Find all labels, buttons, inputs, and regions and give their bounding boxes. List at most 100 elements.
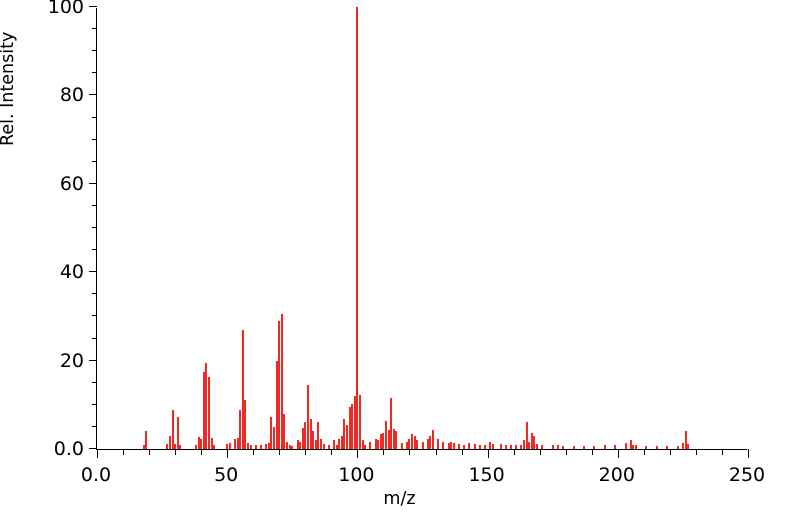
x-tick-minor <box>305 449 307 455</box>
y-tick-minor <box>92 403 97 405</box>
spectrum-peak <box>194 444 197 449</box>
y-tick-minor <box>92 381 97 383</box>
x-tick-minor <box>565 449 567 455</box>
spectrum-peak <box>207 377 210 449</box>
spectrum-peak <box>520 444 523 449</box>
spectrum-peak <box>374 438 377 449</box>
spectrum-peak <box>322 443 325 449</box>
spectrum-peak <box>202 371 205 449</box>
spectrum-peak <box>296 440 299 449</box>
x-tick-minor <box>513 449 515 455</box>
x-tick-minor <box>253 449 255 455</box>
spectrum-peak <box>267 442 270 449</box>
x-tick-minor <box>201 449 203 455</box>
spectrum-peak <box>624 442 627 449</box>
spectrum-peak <box>359 395 361 449</box>
spectrum-peak <box>450 441 453 449</box>
spectrum-peak <box>676 445 679 449</box>
spectrum-peak <box>411 434 414 449</box>
spectrum-peak <box>244 400 247 449</box>
y-tick-minor <box>92 204 97 206</box>
spectrum-spikes <box>97 7 747 449</box>
spectrum-peak <box>309 418 312 449</box>
spectrum-peak <box>174 444 177 449</box>
spectrum-peak <box>340 435 343 449</box>
spectrum-peak <box>684 431 687 449</box>
spectrum-peak <box>395 431 398 449</box>
x-tick-minor <box>695 449 697 455</box>
spectrum-peak <box>361 440 364 449</box>
spectrum-peak <box>210 437 213 449</box>
y-tick-major <box>89 271 97 273</box>
spectrum-peak <box>468 442 471 449</box>
y-tick-minor <box>92 72 97 74</box>
x-tick-minor <box>175 449 177 455</box>
y-tick-minor <box>92 315 97 317</box>
spectrum-peak <box>356 7 359 449</box>
spectrum-peak <box>278 320 281 449</box>
spectrum-peak <box>280 314 283 449</box>
y-axis-title: Rel. Intensity <box>0 31 18 146</box>
x-tick-major <box>227 449 229 458</box>
spectrum-peak <box>283 413 286 449</box>
spectrum-peak <box>312 431 315 449</box>
spectrum-peak <box>335 444 338 449</box>
spectrum-peak <box>525 421 528 449</box>
spectrum-peak <box>533 435 536 449</box>
spectrum-peak <box>499 444 502 449</box>
spectrum-peak <box>541 445 544 449</box>
spectrum-peak <box>655 446 658 449</box>
spectrum-peak <box>377 440 380 449</box>
spectrum-peak <box>275 361 278 449</box>
x-tick-minor <box>123 449 125 455</box>
spectrum-peak <box>504 444 507 449</box>
x-tick-label: 100 <box>338 464 375 486</box>
spectrum-peak <box>645 445 648 449</box>
spectrum-peak <box>556 445 559 449</box>
spectrum-peak <box>510 444 513 449</box>
spectrum-peak <box>400 442 403 449</box>
spectrum-peak <box>236 438 239 449</box>
spectrum-peak <box>168 435 171 449</box>
spectrum-peak <box>635 445 638 449</box>
x-tick-minor <box>461 449 463 455</box>
spectrum-peak <box>515 445 518 449</box>
spectrum-peak <box>343 418 346 449</box>
spectrum-peak <box>405 442 408 449</box>
x-tick-minor <box>643 449 645 455</box>
x-tick-label: 0.0 <box>80 464 112 486</box>
spectrum-peak <box>629 440 632 449</box>
spectrum-peak <box>319 438 322 449</box>
spectrum-peak <box>351 403 354 449</box>
y-tick-label: 60 <box>59 172 84 195</box>
spectrum-peak <box>176 417 179 449</box>
spectrum-peak <box>171 410 174 449</box>
x-tick-major <box>487 449 489 458</box>
spectrum-peak <box>254 445 257 449</box>
spectrum-peak <box>260 445 263 449</box>
spectrum-peak <box>457 443 460 449</box>
spectrum-peak <box>306 384 309 449</box>
y-tick-minor <box>92 138 97 140</box>
spectrum-peak <box>364 444 367 449</box>
spectrum-peak <box>317 421 320 449</box>
y-tick-major <box>89 448 97 449</box>
spectrum-peak <box>249 444 252 449</box>
spectrum-peak <box>530 433 533 449</box>
spectrum-peak <box>387 430 390 449</box>
y-tick-major <box>89 359 97 361</box>
y-tick-minor <box>92 116 97 118</box>
spectrum-peak <box>572 445 575 449</box>
spectrum-peak <box>379 434 382 449</box>
spectrum-peak <box>528 442 531 449</box>
spectrum-peak <box>666 446 669 449</box>
spectrum-peak <box>226 444 229 449</box>
spectrum-peak <box>681 442 684 449</box>
spectrum-peak <box>463 444 466 449</box>
spectrum-peak <box>408 439 411 449</box>
x-tick-minor <box>331 449 333 455</box>
y-tick-minor <box>92 50 97 52</box>
spectrum-peak <box>385 421 388 449</box>
x-tick-minor <box>539 449 541 455</box>
